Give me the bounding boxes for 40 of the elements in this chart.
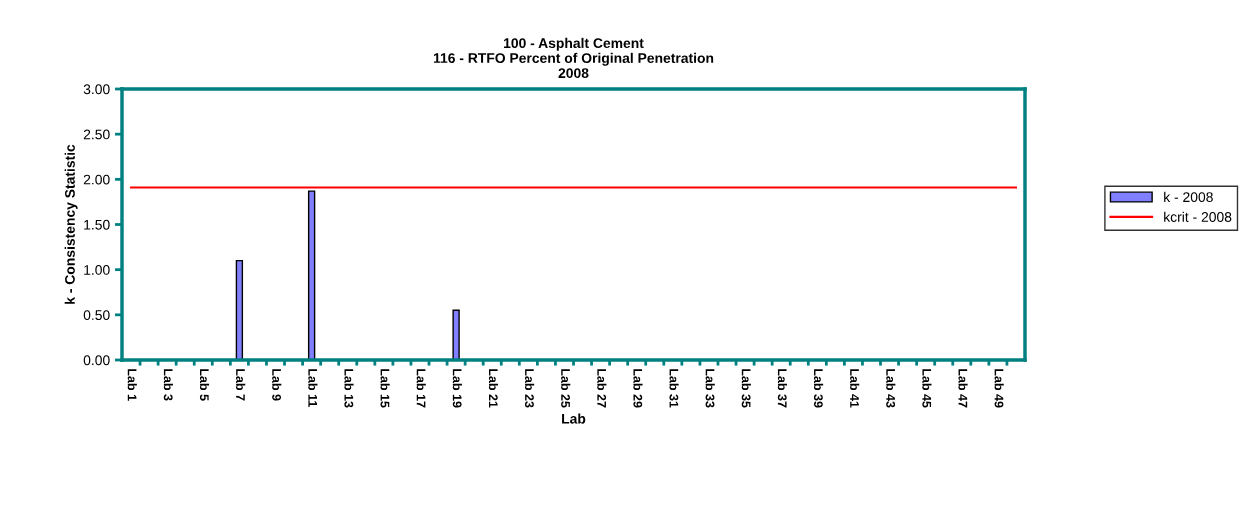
- y-tick-label: 0.00: [83, 355, 110, 366]
- x-tick-label: Lab 15: [380, 369, 390, 408]
- x-tick-label: Lab 43: [886, 369, 896, 408]
- x-tick-label: Lab 31: [669, 369, 679, 408]
- y-tick-label: 2.50: [83, 129, 110, 140]
- y-tick-label: 3.00: [83, 84, 110, 95]
- x-tick-label: Lab 39: [813, 369, 824, 408]
- x-tick-label: Lab 9: [272, 369, 282, 401]
- x-tick-label: Lab 33: [705, 369, 715, 408]
- x-tick-label: Lab 19: [452, 369, 462, 408]
- x-tick-label: Lab 25: [561, 369, 571, 408]
- legend-label: kcrit - 2008: [1164, 211, 1232, 222]
- y-tick-label: 1.00: [84, 265, 110, 275]
- x-tick-label: Lab 41: [850, 369, 860, 408]
- x-tick-label: Lab 35: [741, 369, 751, 408]
- x-tick-label: Lab 11: [308, 369, 318, 407]
- x-tick-label: Lab 13: [344, 369, 354, 408]
- x-tick-label: Lab 3: [163, 369, 173, 401]
- x-tick-label: Lab 1: [127, 369, 137, 401]
- y-axis-title: k - Consistency Statistic: [64, 144, 78, 304]
- bar: [235, 259, 244, 360]
- x-tick-label: Lab 37: [777, 369, 788, 408]
- bar: [452, 309, 460, 360]
- x-tick-label: Lab 27: [597, 369, 607, 408]
- x-tick-label: Lab 47: [958, 369, 968, 408]
- x-tick-label: Lab 49: [994, 369, 1004, 408]
- x-tick-label: Lab 21: [488, 369, 499, 408]
- x-tick-label: Lab 45: [922, 369, 932, 408]
- x-tick-label: Lab 5: [199, 369, 210, 401]
- y-tick-label: 0.50: [83, 310, 110, 320]
- x-tick-label: Lab 23: [524, 369, 535, 408]
- y-tick-label: 2.00: [83, 174, 110, 185]
- x-axis-title: Lab: [562, 413, 586, 424]
- bar: [307, 190, 316, 360]
- legend-label: k - 2008: [1164, 191, 1213, 203]
- chart-title: 100 - Asphalt Cement 116 - RTFO Percent of Original Penetration 2008: [433, 37, 714, 79]
- x-tick-label: Lab 7: [236, 369, 246, 401]
- y-tick-label: 1.50: [84, 219, 110, 230]
- x-tick-label: Lab 29: [633, 369, 643, 408]
- x-tick-label: Lab 17: [416, 369, 426, 408]
